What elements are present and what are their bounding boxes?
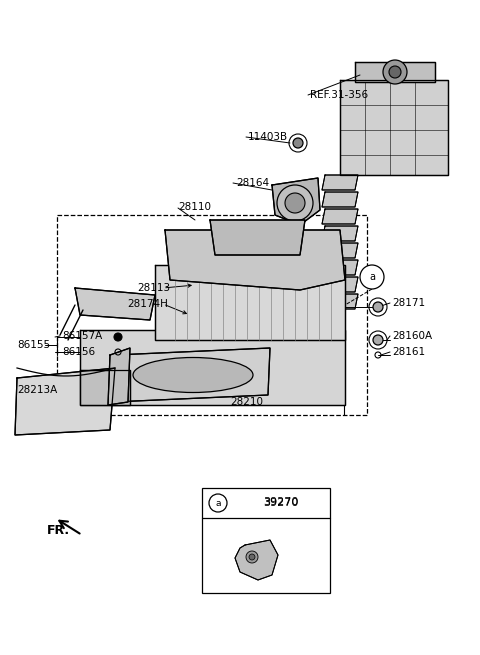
Circle shape — [277, 185, 313, 221]
Text: 86156: 86156 — [62, 347, 95, 357]
Circle shape — [114, 333, 122, 341]
Text: FR.: FR. — [47, 523, 70, 536]
Polygon shape — [322, 277, 358, 292]
Circle shape — [285, 193, 305, 213]
Text: 28160A: 28160A — [392, 331, 432, 341]
Text: 28174H: 28174H — [127, 299, 168, 309]
Polygon shape — [322, 260, 358, 275]
Text: 39270: 39270 — [263, 498, 299, 508]
Text: 28210: 28210 — [230, 397, 263, 407]
Text: 28171: 28171 — [392, 298, 425, 308]
Circle shape — [360, 265, 384, 289]
Polygon shape — [210, 220, 305, 255]
Polygon shape — [75, 288, 155, 320]
Circle shape — [373, 335, 383, 345]
Polygon shape — [108, 348, 130, 405]
Polygon shape — [155, 265, 345, 340]
Circle shape — [373, 302, 383, 312]
Text: 86155: 86155 — [17, 340, 50, 350]
Circle shape — [389, 66, 401, 78]
Polygon shape — [355, 62, 435, 82]
Circle shape — [209, 494, 227, 512]
Polygon shape — [340, 80, 448, 175]
Polygon shape — [80, 330, 345, 405]
Polygon shape — [322, 294, 358, 309]
Bar — [57, 215, 367, 415]
Circle shape — [249, 554, 255, 560]
Text: a: a — [215, 498, 221, 508]
Circle shape — [246, 551, 258, 563]
Text: 28213A: 28213A — [17, 385, 57, 395]
Text: 86157A: 86157A — [62, 331, 102, 341]
Polygon shape — [322, 243, 358, 258]
Bar — [202, 488, 330, 593]
Polygon shape — [235, 540, 278, 580]
Text: REF.31-356: REF.31-356 — [310, 90, 368, 100]
Ellipse shape — [133, 358, 253, 392]
Polygon shape — [272, 178, 320, 225]
Polygon shape — [15, 368, 115, 435]
Text: 28110: 28110 — [178, 202, 211, 212]
Polygon shape — [322, 226, 358, 241]
Text: 39270: 39270 — [263, 497, 299, 507]
Circle shape — [383, 60, 407, 84]
Polygon shape — [322, 209, 358, 224]
Circle shape — [293, 138, 303, 148]
Polygon shape — [165, 230, 345, 290]
Text: a: a — [369, 272, 375, 282]
Text: 28161: 28161 — [392, 347, 425, 357]
Polygon shape — [322, 175, 358, 190]
Polygon shape — [113, 348, 270, 402]
Text: 11403B: 11403B — [248, 132, 288, 142]
Polygon shape — [322, 192, 358, 207]
Text: 28113: 28113 — [137, 283, 170, 293]
Text: 28164: 28164 — [236, 178, 269, 188]
Polygon shape — [80, 370, 130, 405]
